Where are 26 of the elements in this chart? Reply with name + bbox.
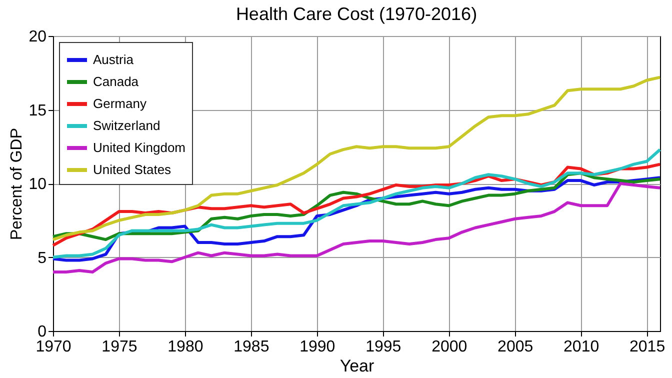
y-tick-label: 0	[38, 324, 47, 340]
line-series	[52, 182, 662, 274]
x-tick-label: 2005	[498, 338, 534, 356]
y-tick-label: 15	[28, 102, 47, 120]
line-series	[52, 76, 662, 242]
x-tick-label: 1975	[102, 338, 138, 356]
x-tick-label: 2010	[564, 338, 600, 356]
x-tick-label: 2015	[630, 338, 666, 356]
legend-label: Germany	[93, 96, 147, 111]
x-tick-label: 1980	[168, 338, 204, 356]
x-axis-title: Year	[340, 356, 375, 376]
chart-title: Health Care Cost (1970-2016)	[236, 4, 478, 24]
x-tick-label: 1995	[366, 338, 402, 356]
legend-label: Switzerland	[93, 118, 160, 133]
x-tick-label: 2000	[432, 338, 468, 356]
y-tick-label: 10	[28, 176, 47, 193]
legend-label: Canada	[93, 74, 140, 89]
legend-label: United Kingdom	[93, 140, 186, 155]
y-tick-label: 5	[38, 250, 47, 267]
y-axis-title: Percent of GDP	[8, 128, 26, 240]
x-tick-label: 1985	[234, 338, 270, 356]
legend-label: United States	[93, 162, 172, 177]
x-tick-label: 1990	[300, 338, 336, 356]
x-tick-label: 1970	[36, 338, 72, 356]
legend-label: Austria	[93, 52, 134, 67]
y-tick-label: 20	[28, 28, 47, 46]
